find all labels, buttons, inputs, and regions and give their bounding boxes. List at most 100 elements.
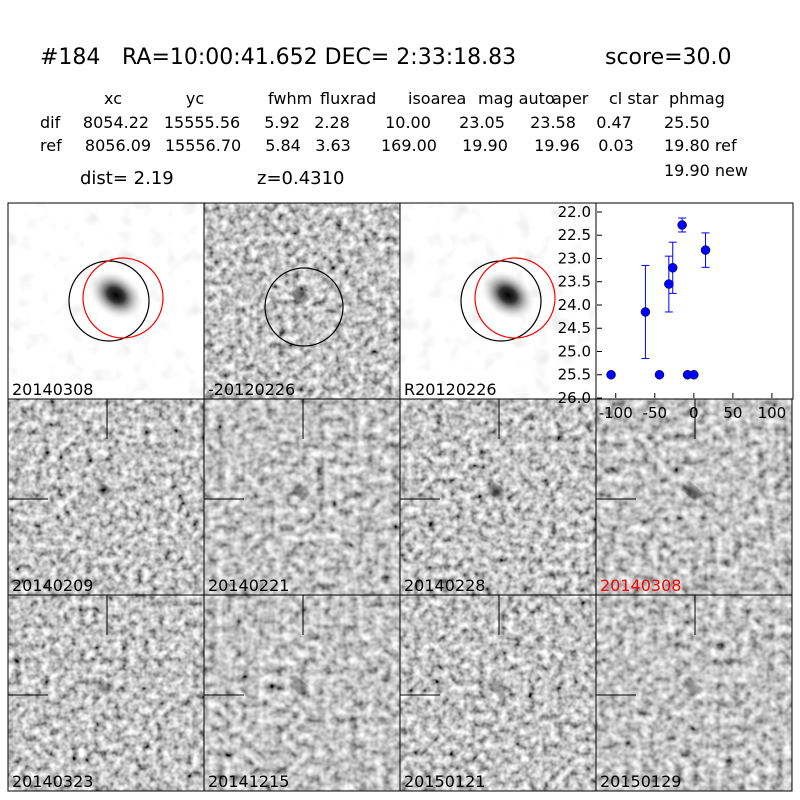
y-tick-label: 24.0 [558, 296, 591, 314]
column-header: cl star [609, 89, 659, 108]
column-header: isoarea [408, 89, 466, 108]
stamp-label: -20120226 [208, 380, 295, 399]
source-residual [111, 476, 125, 486]
data-point [689, 369, 699, 380]
stamp: 20140221 [203, 398, 401, 596]
table-cell: ref [40, 136, 62, 155]
stamp: R20120226 [399, 202, 597, 400]
score: score=30.0 [605, 45, 732, 70]
column-header: xc [104, 89, 122, 108]
table-cell: 8054.22 [83, 113, 149, 132]
stamp-label: R20120226 [404, 380, 497, 399]
column-header: fwhm [268, 89, 312, 108]
aperture-new [82, 257, 164, 339]
column-header: yc [186, 89, 204, 108]
y-tick-label: 22.5 [558, 226, 591, 244]
data-point [667, 263, 678, 273]
y-tick-label: 25.0 [558, 342, 591, 360]
stamp-label: 20140221 [208, 576, 289, 595]
table-cell: 2.28 [314, 113, 350, 132]
source-residual [307, 476, 321, 486]
data-point [700, 245, 711, 255]
distance: dist= 2.19 [80, 168, 174, 189]
table-cell: 169.00 [381, 136, 437, 155]
x-tick-label: 50 [723, 404, 742, 422]
stamp: 20140308 [595, 398, 793, 596]
object-id: #184 [40, 45, 100, 70]
stamp: 20140228 [399, 398, 597, 596]
coordinates: RA=10:00:41.652 DEC= 2:33:18.83 [122, 45, 516, 70]
stamp: 20150129 [595, 594, 793, 792]
source [97, 680, 111, 694]
aperture-ref [264, 267, 344, 347]
source-residual [699, 672, 713, 682]
data-point [640, 307, 651, 317]
table-cell: 5.84 [265, 136, 301, 155]
y-tick-label: 23.0 [558, 249, 591, 267]
chart-background [595, 202, 794, 400]
stamp-label: 20140308 [600, 576, 681, 595]
table-cell: 0.47 [596, 113, 632, 132]
table-cell: 15556.70 [165, 136, 241, 155]
table-cell: 3.63 [315, 136, 351, 155]
galaxy [88, 270, 144, 320]
stamp-label: 20140228 [404, 576, 485, 595]
y-tick-label: 22.0 [558, 203, 591, 221]
stamp: 20150121 [399, 594, 597, 792]
source [685, 484, 699, 498]
table-cell: 23.05 [459, 113, 505, 132]
column-header: aper [552, 89, 589, 108]
column-header: phmag [669, 89, 725, 108]
source-residual [307, 280, 321, 290]
stamp-label: 20150121 [404, 772, 485, 791]
extra-mag: 19.90 new [664, 161, 748, 180]
x-tick-label: -100 [599, 404, 633, 422]
stamp: 20140323 [7, 594, 205, 792]
source [293, 680, 307, 694]
x-tick-label: 100 [758, 404, 787, 422]
source-residual [503, 476, 517, 486]
source [489, 680, 503, 694]
aperture-new [474, 257, 556, 339]
data-point [664, 279, 674, 289]
data-point [654, 369, 665, 380]
redshift: z=0.4310 [257, 168, 345, 189]
stamp-label: 20140209 [12, 576, 93, 595]
x-tick-label: -50 [643, 404, 668, 422]
table-cell: 23.58 [530, 113, 576, 132]
stamp: 20141215 [203, 594, 401, 792]
source [685, 680, 699, 694]
table-cell: 15555.56 [164, 113, 240, 132]
table-cell: 19.80 ref [664, 136, 737, 155]
stamp-label: 20140323 [12, 772, 93, 791]
stamp: 20140209 [7, 398, 205, 596]
source-residual [307, 672, 321, 682]
table-cell: 19.96 [534, 136, 580, 155]
table-cell: 19.90 [462, 136, 508, 155]
table-cell: 10.00 [385, 113, 431, 132]
stamp-border [595, 594, 793, 792]
table-cell: 0.03 [598, 136, 634, 155]
y-tick-label: 26.0 [558, 389, 591, 407]
table-cell: 8056.09 [85, 136, 151, 155]
table-cell: 25.50 [664, 113, 710, 132]
stamp-label: 20141215 [208, 772, 289, 791]
y-tick-label: 25.5 [558, 366, 591, 384]
column-header: fluxrad [320, 89, 376, 108]
column-header: mag auto [478, 89, 555, 108]
galaxy [480, 270, 536, 320]
data-point [677, 220, 687, 230]
y-tick-label: 23.5 [558, 273, 591, 291]
source [293, 484, 307, 498]
stamp: 20140308 [7, 202, 205, 400]
stamp-label: 20140308 [12, 380, 93, 399]
data-point [606, 369, 616, 380]
table-cell: dif [40, 113, 61, 132]
stamp: -20120226 [203, 202, 401, 400]
source [97, 484, 111, 498]
source [293, 288, 307, 302]
source [489, 484, 503, 498]
table-cell: 5.92 [264, 113, 300, 132]
